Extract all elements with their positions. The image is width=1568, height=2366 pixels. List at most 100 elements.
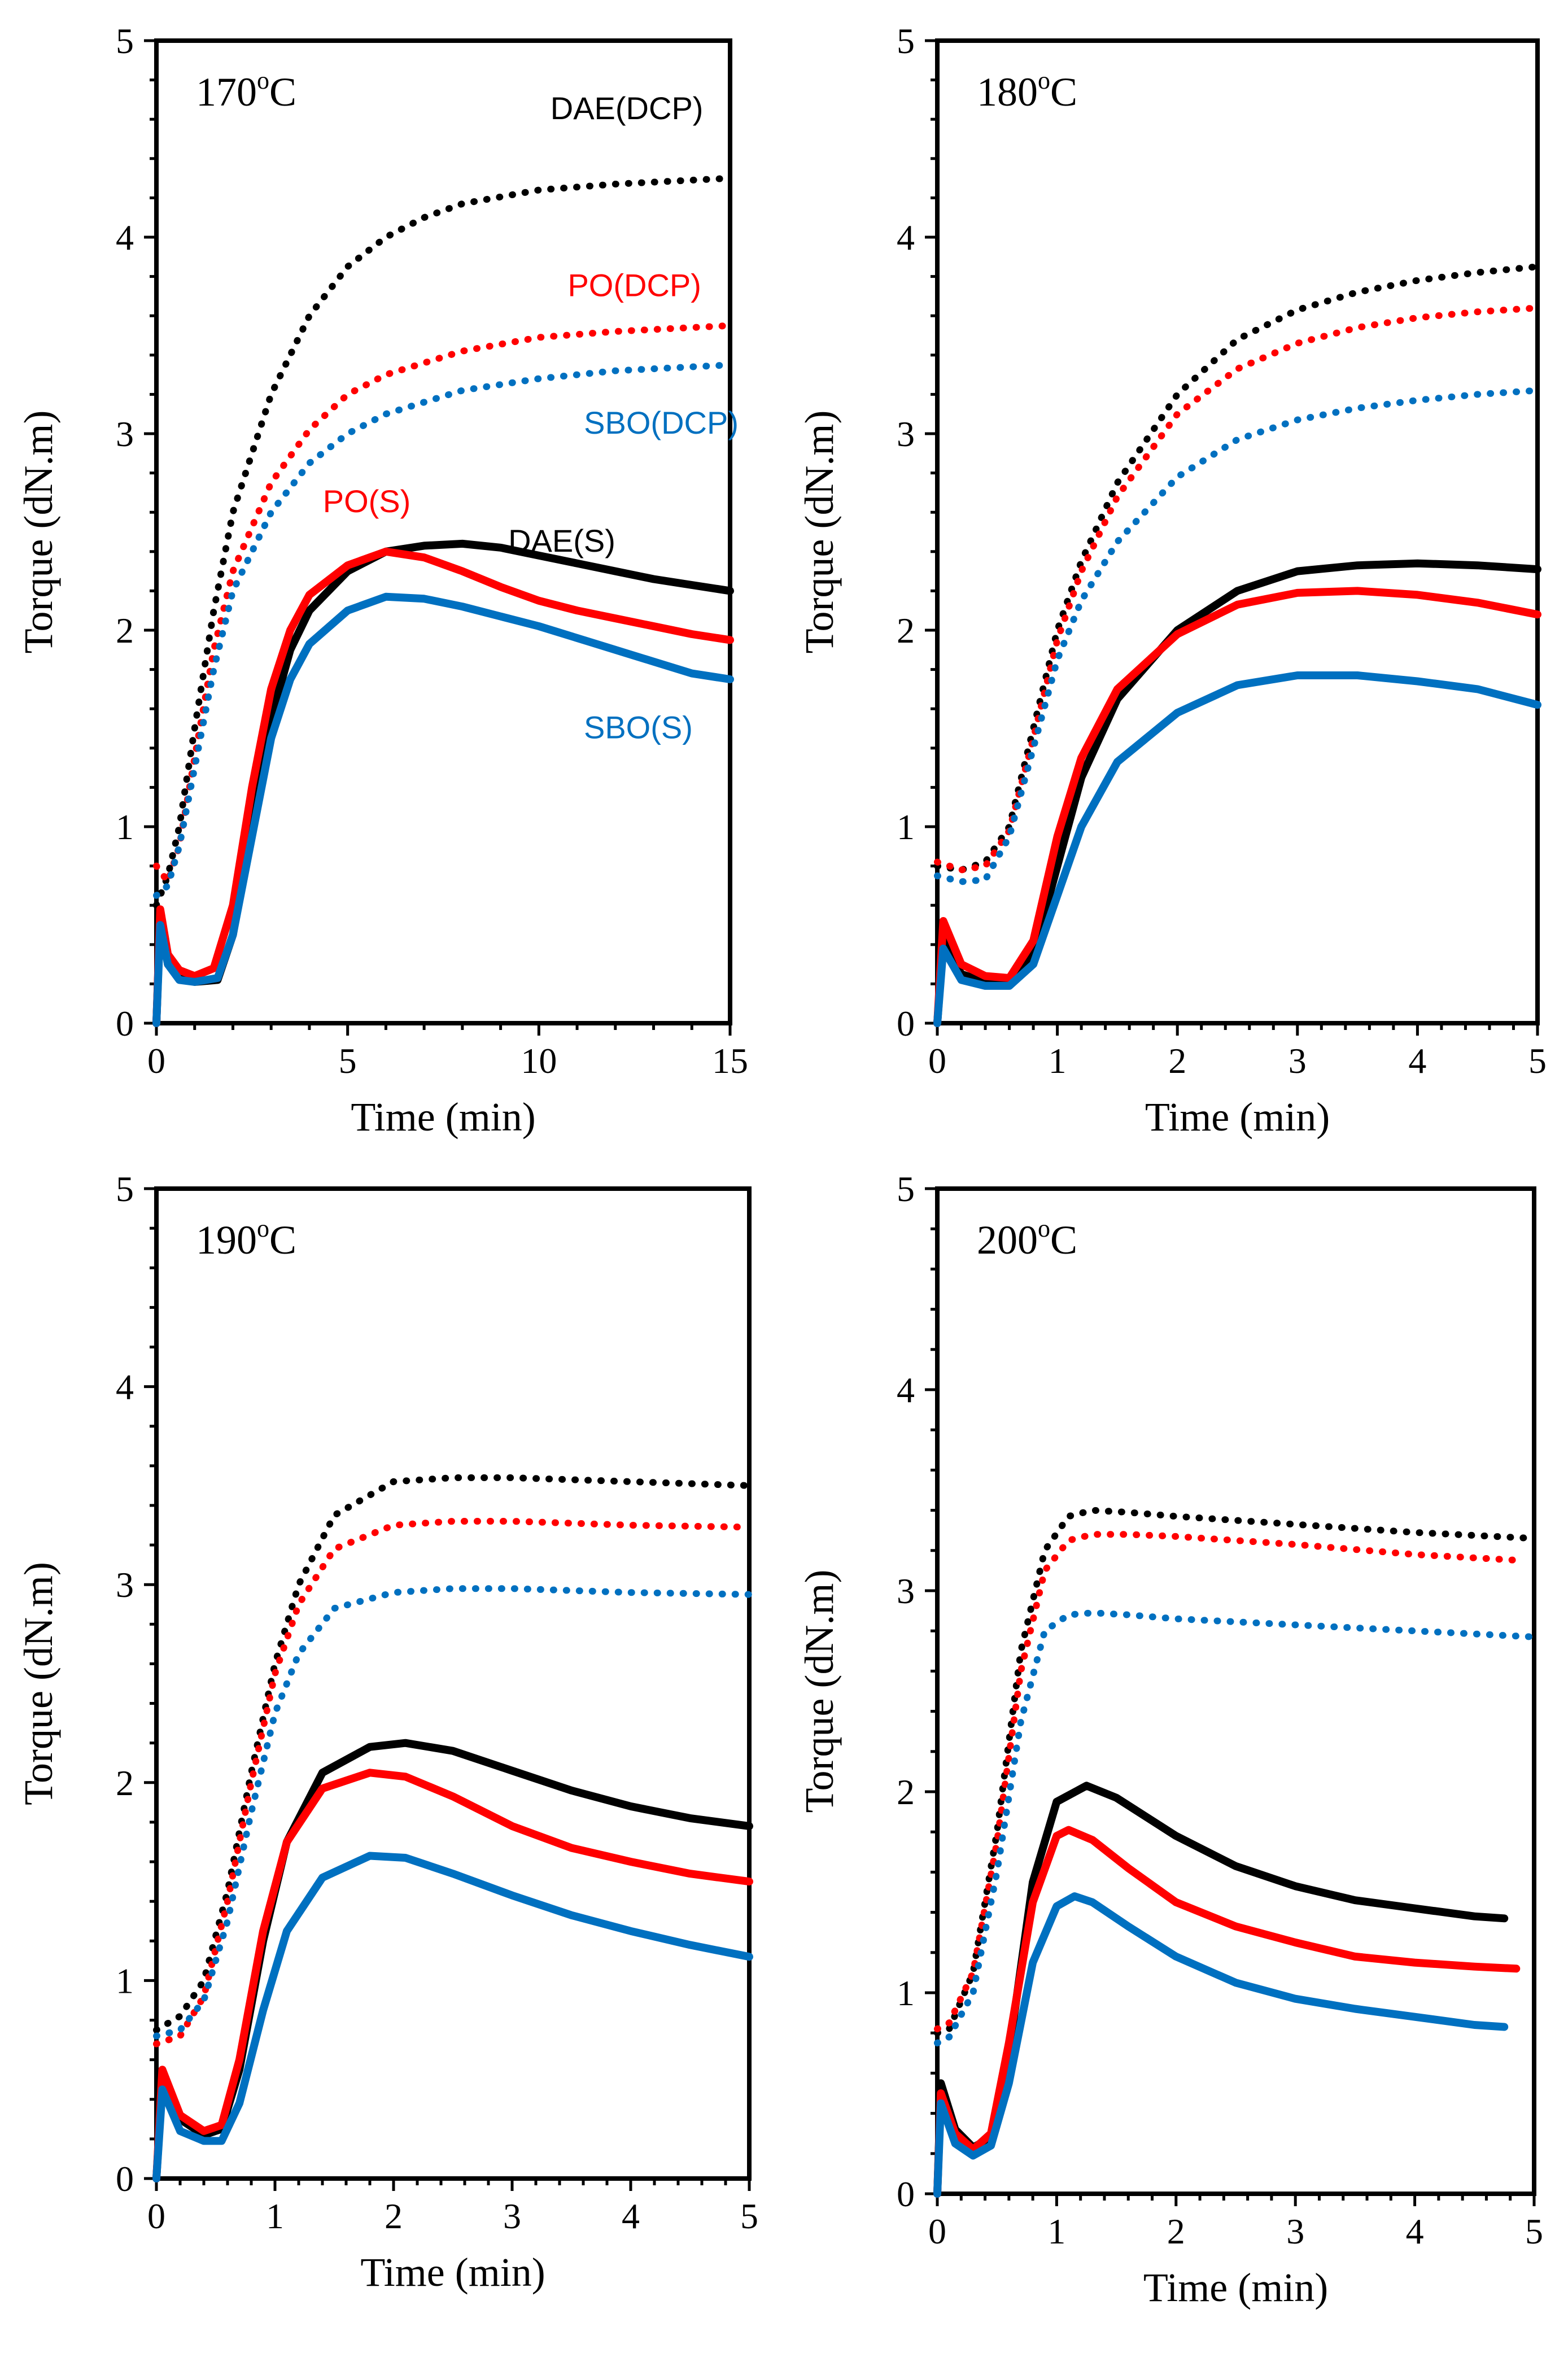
series-line-sbo-s [933,1892,1509,2198]
panel-title: 190oC [196,1215,296,1263]
panel-title: 200oC [977,1215,1077,1263]
y-axis-title: Torque (dN.m) [797,411,842,654]
y-axis-title: Torque (dN.m) [16,1562,61,1805]
plot-frame [154,1186,752,2181]
x-axis-title: Time (min) [351,1094,535,1140]
x-tick-label: 2 [385,2196,403,2236]
series-line-sbo-dcp [153,1585,753,2040]
series-line-dae-s [933,1782,1509,2198]
y-tick-label: 3 [116,1565,134,1605]
y-tick-label: 0 [897,2174,915,2214]
panel-title: 180oC [977,67,1077,115]
x-tick-label: 0 [928,2211,946,2251]
x-tick-label: 10 [521,1041,557,1081]
x-tick-label: 3 [1286,2211,1304,2251]
x-axis-title: Time (min) [1145,1094,1330,1140]
panel-title-degree: o [1038,67,1050,94]
series-line-sbo-s [152,592,734,1027]
series-line-sbo-s [152,1852,753,2182]
y-tick-label: 5 [897,21,915,61]
series-line-sbo-s [933,671,1541,1027]
x-tick-label: 3 [503,2196,521,2236]
x-axis-title: Time (min) [360,2250,545,2295]
y-tick-label: 2 [897,1772,915,1812]
x-tick-label: 1 [1047,2211,1065,2251]
y-tick-label: 0 [116,2159,134,2199]
panel-title-unit: C [1050,1217,1077,1263]
x-tick-label: 2 [1168,1041,1186,1081]
series-annotation: PO(S) [323,483,411,519]
y-tick-label: 3 [897,414,915,454]
x-tick-label: 0 [928,1041,946,1081]
series-line-po-s [152,1769,753,2182]
x-axis-title: Time (min) [1143,2265,1328,2310]
panel-title-value: 180 [977,69,1038,115]
y-tick-label: 3 [897,1571,915,1611]
series-line-po-dcp [934,304,1541,874]
x-tick-label: 15 [712,1041,748,1081]
y-tick-label: 5 [116,1169,134,1209]
x-tick-label: 1 [266,2196,284,2236]
y-tick-label: 1 [116,807,134,847]
series-line-sbo-dcp [934,387,1541,885]
series-line-dae-s [152,539,734,1027]
y-tick-label: 1 [116,1961,134,2001]
y-tick-label: 0 [116,1003,134,1044]
y-tick-label: 5 [897,1169,915,1209]
x-tick-label: 5 [740,2196,758,2236]
x-tick-label: 3 [1289,1041,1307,1081]
series-annotation: PO(DCP) [567,267,701,303]
x-tick-label: 4 [1406,2211,1424,2251]
x-tick-label: 0 [147,1041,165,1081]
series-annotation: SBO(DCP) [584,405,739,440]
y-tick-label: 1 [897,807,915,847]
y-tick-label: 2 [897,610,915,651]
plot-frame [154,38,732,1025]
panel-title-unit: C [269,1217,296,1263]
series-line-dae-s [933,559,1541,1027]
y-axis-title: Torque (dN.m) [797,1570,842,1813]
series-line-po-dcp [153,1518,753,2048]
series-annotation: DAE(DCP) [551,90,704,126]
x-tick-label: 2 [1167,2211,1185,2251]
panel-title-unit: C [269,69,296,115]
x-tick-label: 4 [1408,1041,1426,1081]
series-line-po-s [152,547,734,1027]
panel-title-degree: o [1038,1215,1050,1242]
x-tick-label: 5 [339,1041,357,1081]
y-tick-label: 3 [116,414,134,454]
panel-2: 0 1 2 3 4 5 0 1 2 3 4 5 Time (min) Torque (dN.m) 180oC [797,21,1547,1140]
x-tick-label: 4 [622,2196,640,2236]
x-tick-label: 5 [1525,2211,1543,2251]
y-tick-label: 4 [897,217,915,257]
y-tick-label: 5 [116,21,134,61]
panel-title-unit: C [1050,69,1077,115]
y-tick-label: 4 [897,1370,915,1410]
y-tick-label: 4 [116,1367,134,1407]
plot-frame [935,1186,1536,2196]
y-tick-label: 0 [897,1003,915,1044]
series-line-dae-dcp [153,174,733,909]
panel-4: 0 1 2 3 4 5 0 1 2 3 4 5 Time (min) Torque (dN.m) 200oC [797,1169,1543,2310]
panel-title-value: 170 [196,69,257,115]
series-line-sbo-dcp [153,361,733,899]
panel-title-degree: o [257,67,269,94]
series-line-dae-dcp [934,1507,1538,2037]
series-annotation: SBO(S) [584,709,693,745]
x-tick-label: 5 [1528,1041,1547,1081]
series-annotation: DAE(S) [508,523,615,558]
plot-frame [935,38,1540,1025]
panel-title-degree: o [257,1215,269,1242]
y-axis-title: Torque (dN.m) [16,411,61,654]
y-tick-label: 4 [116,217,134,257]
series-line-po-dcp [153,322,733,889]
series-line-po-s [933,587,1541,1027]
x-tick-label: 1 [1049,1041,1067,1081]
series-line-sbo-dcp [934,1609,1538,2046]
y-tick-label: 2 [116,1763,134,1803]
panel-3: 0 1 2 3 4 5 0 1 2 3 4 5 Time (min) Torque (dN.m) 190oC [16,1169,758,2295]
y-tick-label: 2 [116,610,134,651]
panel-title-value: 200 [977,1217,1038,1263]
panel-title: 170oC [196,67,296,115]
